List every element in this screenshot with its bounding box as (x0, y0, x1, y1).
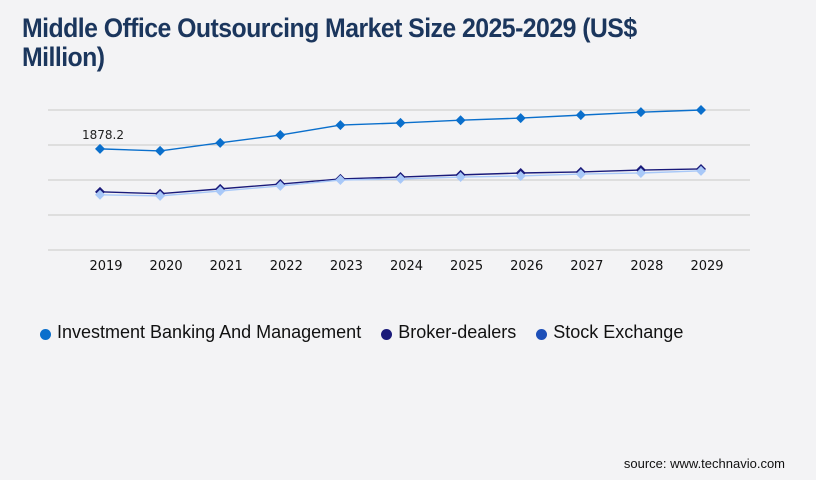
legend: Investment Banking And Management Broker… (40, 322, 683, 343)
x-tick-label: 2024 (390, 259, 423, 274)
x-tick-label: 2021 (210, 259, 243, 274)
x-axis-ticks: 2019 2020 2021 2022 2023 2024 2025 2026 2027 2028… (89, 259, 723, 274)
data-point-marker (696, 165, 706, 176)
x-tick-label: 2028 (630, 259, 663, 274)
legend-label: Broker-dealers (398, 322, 517, 342)
x-tick-label: 2022 (270, 259, 303, 274)
data-point-marker (395, 117, 406, 128)
data-point-marker (215, 137, 226, 148)
legend-item-investment-banking[interactable]: Investment Banking And Management (40, 322, 361, 343)
data-point-marker (635, 107, 646, 118)
legend-marker-icon (40, 328, 51, 340)
data-point-marker (575, 110, 586, 121)
data-point-marker (335, 120, 346, 131)
x-tick-label: 2029 (690, 259, 723, 274)
data-point-marker (155, 190, 166, 201)
legend-label: Stock Exchange (553, 322, 684, 342)
data-point-marker (155, 145, 166, 156)
legend-marker-icon (381, 328, 393, 340)
chart-title: Middle Office Outsourcing Market Size 20… (22, 13, 637, 72)
x-tick-label: 2025 (450, 259, 483, 274)
data-point-marker (455, 115, 466, 126)
data-point-marker (95, 143, 105, 154)
data-point-marker (335, 175, 346, 185)
data-label: 1878.2 (82, 128, 124, 142)
source-attribution: source: www.technavio.com (623, 456, 785, 471)
data-point-marker (575, 169, 586, 180)
data-point-marker (515, 170, 526, 181)
legend-label: Investment Banking And Management (57, 322, 362, 342)
x-tick-label: 2020 (150, 259, 183, 274)
data-point-marker (275, 180, 286, 191)
data-point-marker (515, 113, 526, 124)
data-point-marker (275, 130, 286, 141)
x-tick-label: 2023 (330, 259, 363, 274)
legend-marker-icon (536, 328, 548, 340)
x-tick-label: 2027 (570, 259, 603, 274)
line-chart: 1878.2 2019 2020 2021 2022 2023 2024 2025 2026 2… (48, 105, 750, 274)
legend-item-broker-dealers[interactable]: Broker-dealers (381, 322, 516, 343)
data-point-marker (696, 105, 706, 115)
legend-item-stock-exchange[interactable]: Stock Exchange (536, 322, 683, 343)
data-point-marker (455, 172, 466, 183)
data-point-marker (95, 189, 105, 200)
x-tick-label: 2026 (510, 259, 543, 274)
data-labels: 1878.2 (82, 128, 124, 142)
x-tick-label: 2019 (89, 259, 122, 274)
data-point-marker (395, 173, 406, 184)
data-point-marker (215, 186, 226, 197)
data-point-marker (635, 168, 646, 178)
series-markers (95, 105, 706, 201)
